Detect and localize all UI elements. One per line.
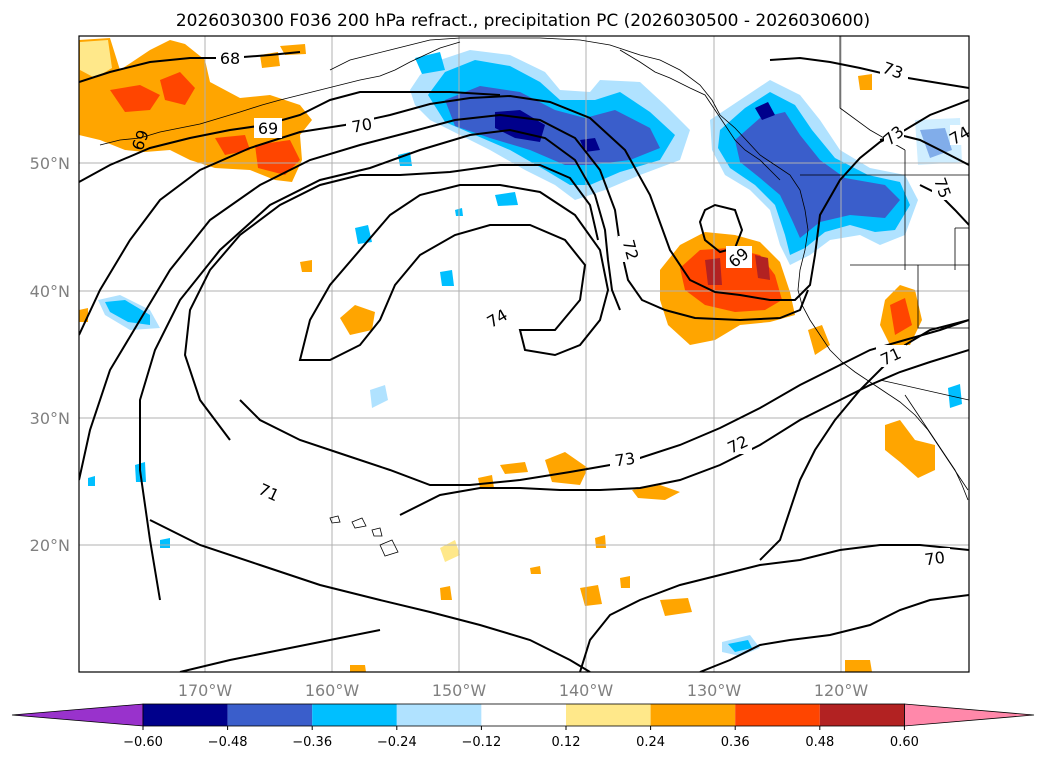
colorbar-segment <box>566 704 651 726</box>
colorbar-segment <box>396 704 482 726</box>
colorbar-segment <box>312 704 397 726</box>
colorbar-segment <box>481 704 566 726</box>
refractivity-contours <box>79 51 969 672</box>
contour-label-68: 68 <box>220 49 240 68</box>
colorbar-segment <box>735 704 820 726</box>
lon-label: 160°W <box>305 681 360 700</box>
colorbar-segment <box>227 704 313 726</box>
colorbar-tick-label: −0.36 <box>292 735 332 750</box>
coastlines <box>99 36 969 557</box>
lon-label: 150°W <box>432 681 487 700</box>
lat-label: 20°N <box>30 536 70 555</box>
colorbar-tick-label: 0.48 <box>805 735 834 750</box>
colorbar: −0.60 −0.48 −0.36 −0.24 −0.12 0.12 0.24 0.36 0.4… <box>11 703 1035 750</box>
lat-label: 50°N <box>30 154 70 173</box>
longitude-labels: 170°W 160°W 150°W 140°W 130°W 120°W <box>178 681 869 700</box>
contour-label-70: 70 <box>350 114 373 136</box>
lon-label: 130°W <box>687 681 742 700</box>
colorbar-tick-label: 0.60 <box>890 735 919 750</box>
contour-label-73: 73 <box>614 449 637 471</box>
precip-anomaly-california <box>808 285 935 478</box>
colorbar-tick-label: 0.12 <box>552 735 581 750</box>
map-content: 68 69 69 70 69 72 74 73 72 71 71 70 73 <box>79 36 973 672</box>
contour-labels: 68 69 69 70 69 72 74 73 72 71 71 70 73 <box>128 48 973 570</box>
figure-title: 2026030300 F036 200 hPa refract., precip… <box>176 11 870 31</box>
contour-label-72: 72 <box>619 238 643 263</box>
latitude-labels: 50°N 40°N 30°N 20°N <box>30 154 70 555</box>
lon-label: 140°W <box>559 681 614 700</box>
colorbar-extend-min <box>11 703 144 727</box>
colorbar-outline <box>142 703 905 727</box>
contour-label-74: 74 <box>946 122 973 149</box>
colorbar-segment <box>650 704 736 726</box>
colorbar-extend-max <box>904 703 1035 727</box>
lon-label: 120°W <box>814 681 869 700</box>
colorbar-tick-label: −0.48 <box>208 735 248 750</box>
colorbar-tick-label: −0.60 <box>123 735 163 750</box>
colorbar-tick-label: −0.12 <box>461 735 501 750</box>
colorbar-segment <box>143 704 228 726</box>
lon-label: 170°W <box>178 681 233 700</box>
contour-label-69: 69 <box>258 119 278 138</box>
lat-label: 40°N <box>30 282 70 301</box>
lat-label: 30°N <box>30 409 70 428</box>
colorbar-tick-label: 0.36 <box>721 735 750 750</box>
contour-label-70: 70 <box>923 548 946 570</box>
map-frame <box>78 35 970 673</box>
graticule <box>79 36 969 672</box>
colorbar-segment <box>819 704 905 726</box>
colorbar-tick-label: −0.24 <box>377 735 417 750</box>
colorbar-tick-label: 0.24 <box>636 735 665 750</box>
